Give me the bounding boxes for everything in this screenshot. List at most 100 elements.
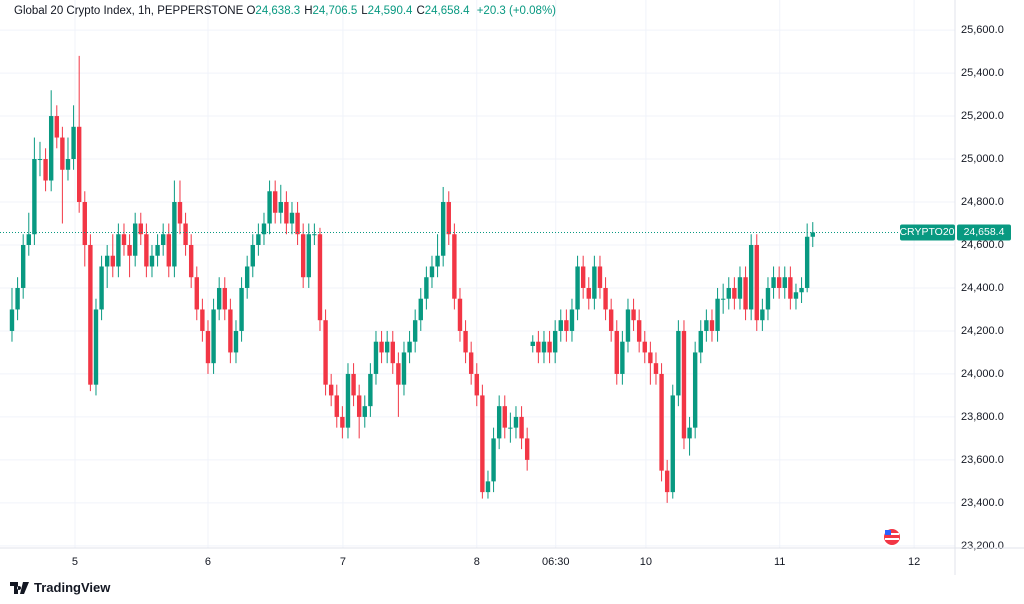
candle-body xyxy=(524,438,530,460)
candle-body xyxy=(676,330,681,396)
chart-title: Global 20 Crypto Index, 1h, PEPPERSTONE xyxy=(14,5,244,17)
candle-body xyxy=(177,202,183,224)
ohlc-header: O24,638.3 H24,706.5 L24,590.4 C24,658.4 xyxy=(246,5,473,17)
flag-icon-stripe xyxy=(885,533,899,535)
candle-body xyxy=(104,255,110,267)
brand: TradingView xyxy=(10,580,110,595)
candle-body xyxy=(709,320,715,331)
candle-body xyxy=(603,287,608,310)
candle-body xyxy=(233,330,239,353)
candle-body xyxy=(93,309,99,385)
candle-body xyxy=(160,234,166,245)
last-price-label: 24,658.4 xyxy=(964,226,1005,238)
symbol-label: CRYPTO20 xyxy=(899,226,954,238)
y-tick-label: 25,400.0 xyxy=(961,67,1004,79)
symbol-tag xyxy=(900,224,955,241)
candle-body xyxy=(793,292,799,299)
candle-body xyxy=(194,277,199,310)
candle-body xyxy=(737,277,743,299)
candle-body xyxy=(138,223,143,235)
candle-body xyxy=(76,126,82,203)
candle-body xyxy=(295,212,300,235)
y-tick-label: 24,400.0 xyxy=(961,282,1004,294)
candle-body xyxy=(54,116,59,138)
candle-body xyxy=(704,320,709,331)
candle-body xyxy=(362,406,367,417)
candle-body xyxy=(183,223,188,245)
change: +20.3 (+0.08%) xyxy=(476,5,556,17)
candle-body xyxy=(491,438,496,482)
candle-body xyxy=(760,309,765,321)
candle-body xyxy=(732,287,737,299)
candle-body xyxy=(508,427,513,429)
ohlc-value: 24,590.4 xyxy=(367,5,413,17)
candle-body xyxy=(60,137,65,170)
ohlc-key: O xyxy=(246,5,256,17)
candle-body xyxy=(222,287,227,310)
candle-body xyxy=(20,244,26,288)
candle-body xyxy=(692,352,698,428)
ohlc-key: L xyxy=(361,5,368,17)
flag-icon-stripe xyxy=(885,538,899,540)
candle-body xyxy=(368,373,373,407)
candle-body xyxy=(519,416,524,439)
candle-body xyxy=(211,309,216,364)
candle-body xyxy=(771,277,776,288)
candle-body xyxy=(547,341,552,353)
x-tick-label: 7 xyxy=(340,556,346,568)
candle-body xyxy=(776,277,782,288)
y-tick-label: 24,200.0 xyxy=(961,325,1004,337)
candle-body xyxy=(502,406,507,428)
candle-body xyxy=(396,363,401,385)
candle-body xyxy=(15,287,20,310)
candle-body xyxy=(412,320,418,342)
candle-body xyxy=(530,341,535,346)
candle-body xyxy=(765,287,771,310)
candle-body xyxy=(664,470,670,493)
candle-body xyxy=(244,266,250,288)
candle-body xyxy=(401,352,407,385)
price-tag xyxy=(957,224,1011,241)
candle-body xyxy=(205,330,211,364)
candle-body xyxy=(558,320,563,331)
ohlc-key: H xyxy=(304,5,313,17)
candle-body xyxy=(132,223,138,256)
candle-body xyxy=(306,234,311,278)
candle-body xyxy=(239,287,244,331)
candle-body xyxy=(743,277,748,310)
y-tick-label: 25,200.0 xyxy=(961,110,1004,122)
candle-body xyxy=(513,416,519,428)
y-tick-label: 23,200.0 xyxy=(961,540,1004,552)
candle-body xyxy=(216,287,222,310)
y-tick-label: 25,000.0 xyxy=(961,153,1004,165)
candle-body xyxy=(340,416,345,428)
brand-logo xyxy=(10,581,29,594)
candle-body xyxy=(323,320,328,385)
candle-body xyxy=(200,309,205,331)
candle-body xyxy=(782,277,787,288)
candle-body xyxy=(26,234,31,245)
candle-body xyxy=(564,320,569,331)
candle-body xyxy=(569,309,575,331)
candle-body xyxy=(435,255,440,267)
candle-body xyxy=(9,309,15,331)
x-tick-label: 11 xyxy=(774,556,785,568)
candle-body xyxy=(715,298,720,331)
candle-body xyxy=(345,373,351,428)
candle-body xyxy=(71,126,76,160)
candle-body xyxy=(82,202,87,245)
candle-body xyxy=(48,116,54,181)
candles xyxy=(9,55,815,503)
candle-body xyxy=(636,320,642,342)
ohlc-value: 24,706.5 xyxy=(312,5,358,17)
candle-body xyxy=(328,384,334,396)
candle-body xyxy=(110,255,115,267)
y-tick-label: 24,800.0 xyxy=(961,196,1004,208)
candle-body xyxy=(670,395,675,493)
candle-body xyxy=(418,298,423,321)
candle-body xyxy=(754,244,759,321)
y-tick-label: 23,400.0 xyxy=(961,497,1004,509)
x-tick-label: 6 xyxy=(205,556,211,568)
candle-body xyxy=(172,202,177,267)
